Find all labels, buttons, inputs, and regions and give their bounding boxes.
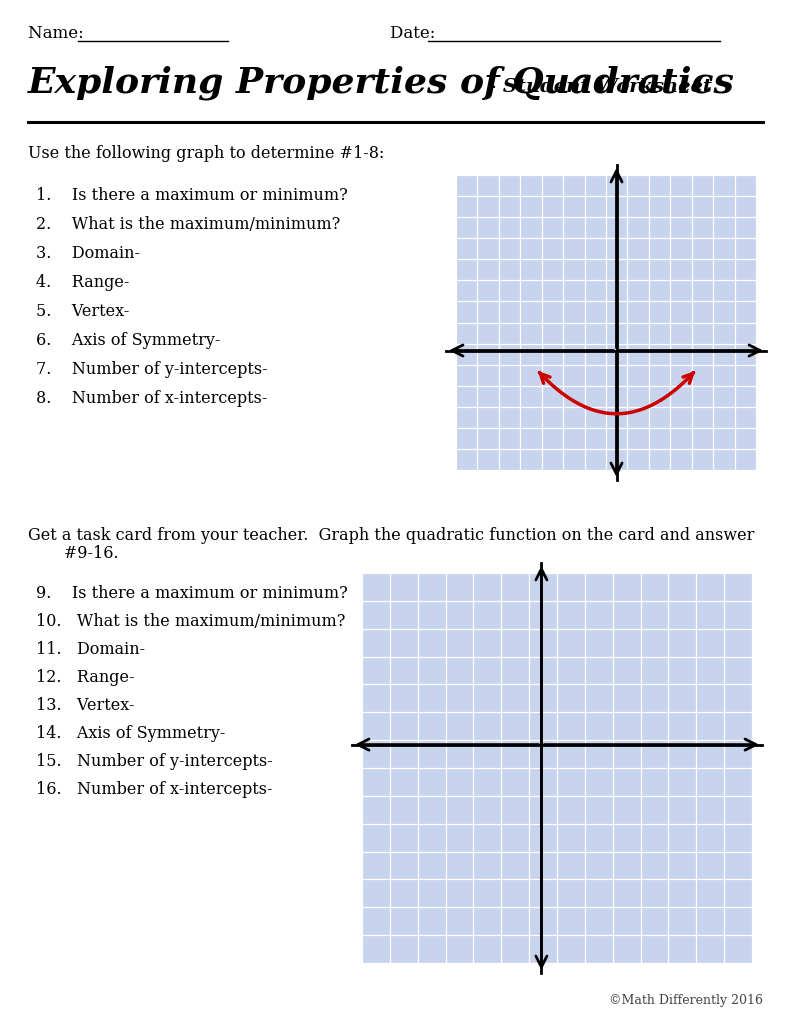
Text: 1.    Is there a maximum or minimum?: 1. Is there a maximum or minimum? xyxy=(36,187,348,204)
Text: 10.   What is the maximum/minimum?: 10. What is the maximum/minimum? xyxy=(36,613,346,630)
Text: Get a task card from your teacher.  Graph the quadratic function on the card and: Get a task card from your teacher. Graph… xyxy=(28,527,755,544)
Bar xyxy=(362,573,752,963)
Text: 15.   Number of y-intercepts-: 15. Number of y-intercepts- xyxy=(36,753,273,770)
Text: - Student Worksheet: - Student Worksheet xyxy=(488,78,712,96)
Text: 2.    What is the maximum/minimum?: 2. What is the maximum/minimum? xyxy=(36,216,340,233)
Text: 6.    Axis of Symmetry-: 6. Axis of Symmetry- xyxy=(36,332,221,349)
Text: 9.    Is there a maximum or minimum?: 9. Is there a maximum or minimum? xyxy=(36,585,348,602)
Text: Use the following graph to determine #1-8:: Use the following graph to determine #1-… xyxy=(28,145,384,162)
Bar xyxy=(456,175,756,470)
Text: ©Math Differently 2016: ©Math Differently 2016 xyxy=(609,994,763,1007)
Text: Name:: Name: xyxy=(28,25,89,42)
Text: 14.   Axis of Symmetry-: 14. Axis of Symmetry- xyxy=(36,725,225,742)
Text: 5.    Vertex-: 5. Vertex- xyxy=(36,303,130,319)
Text: 12.   Range-: 12. Range- xyxy=(36,669,134,686)
Text: #9-16.: #9-16. xyxy=(28,545,119,562)
Text: Date:: Date: xyxy=(390,25,441,42)
Text: Exploring Properties of Quadratics: Exploring Properties of Quadratics xyxy=(28,65,735,99)
Text: 16.   Number of x-intercepts-: 16. Number of x-intercepts- xyxy=(36,781,273,798)
Text: 11.   Domain-: 11. Domain- xyxy=(36,641,145,658)
Text: 3.    Domain-: 3. Domain- xyxy=(36,245,140,262)
Text: 4.    Range-: 4. Range- xyxy=(36,274,130,291)
Text: 7.    Number of y-intercepts-: 7. Number of y-intercepts- xyxy=(36,361,267,378)
Text: 8.    Number of x-intercepts-: 8. Number of x-intercepts- xyxy=(36,390,267,407)
Text: 13.   Vertex-: 13. Vertex- xyxy=(36,697,134,714)
